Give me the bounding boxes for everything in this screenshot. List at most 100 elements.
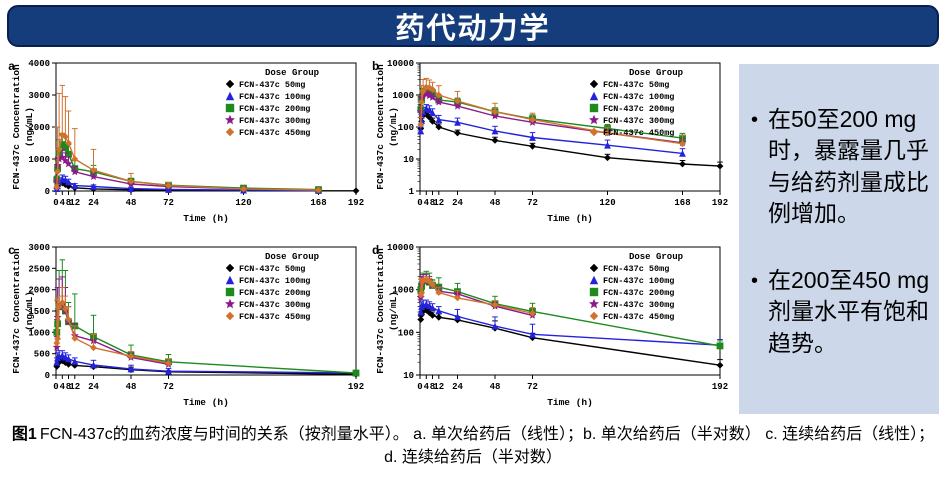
chart-panel-a: 0 1000 2000 3000 4000 0 4 8 12 24 48 72 120 168 192 Dos… (4, 53, 368, 235)
svg-text:48: 48 (126, 382, 137, 392)
svg-text:10000: 10000 (387, 243, 414, 253)
svg-text:120: 120 (599, 198, 615, 208)
summary-sidebar: 在50至200 mg时，暴露量几乎与给药剂量成比例增加。 在200至450 mg… (739, 64, 939, 414)
svg-text:1000: 1000 (392, 91, 414, 101)
figure-caption: 图1 FCN-437c的血药浓度与时间的关系（按剂量水平）。 a. 单次给药后（线… (0, 423, 946, 469)
svg-text:FCN-437c Concentration: FCN-437c Concentration (11, 248, 22, 374)
svg-text:(ng/mL): (ng/mL) (388, 291, 399, 331)
svg-text:72: 72 (527, 198, 538, 208)
svg-text:Time (h): Time (h) (183, 397, 229, 408)
svg-text:100: 100 (398, 328, 414, 338)
svg-text:48: 48 (490, 198, 501, 208)
svg-text:10000: 10000 (387, 59, 414, 69)
svg-text:4: 4 (60, 382, 66, 392)
svg-text:1: 1 (409, 187, 415, 197)
svg-text:FCN-437c 100mg: FCN-437c 100mg (239, 276, 310, 286)
svg-text:0: 0 (53, 382, 58, 392)
svg-text:1000: 1000 (28, 328, 50, 338)
svg-text:2500: 2500 (28, 264, 50, 274)
svg-text:8: 8 (66, 198, 71, 208)
bullet-text-2: 在200至450 mg剂量水平有饱和趋势。 (768, 267, 930, 356)
svg-text:10: 10 (403, 155, 414, 165)
svg-text:Dose Group: Dose Group (265, 252, 319, 262)
svg-text:1000: 1000 (28, 155, 50, 165)
svg-text:8: 8 (430, 198, 435, 208)
svg-text:FCN-437c 100mg: FCN-437c 100mg (239, 92, 310, 102)
svg-text:Dose Group: Dose Group (629, 252, 683, 262)
svg-text:FCN-437c 50mg: FCN-437c 50mg (239, 80, 305, 90)
svg-text:Time (h): Time (h) (547, 397, 593, 408)
svg-text:FCN-437c 200mg: FCN-437c 200mg (239, 104, 310, 114)
svg-text:192: 192 (712, 198, 728, 208)
svg-text:4: 4 (424, 382, 430, 392)
svg-text:500: 500 (34, 350, 50, 360)
svg-text:FCN-437c 50mg: FCN-437c 50mg (603, 264, 669, 274)
page-title: 药代动力学 (395, 13, 551, 45)
svg-text:FCN-437c 200mg: FCN-437c 200mg (603, 288, 674, 298)
svg-text:48: 48 (126, 198, 137, 208)
svg-text:FCN-437c 50mg: FCN-437c 50mg (603, 80, 669, 90)
svg-text:Dose Group: Dose Group (265, 68, 319, 78)
bullet-item-1: 在50至200 mg时，暴露量几乎与给药剂量成比例增加。 (749, 104, 931, 229)
svg-text:FCN-437c 450mg: FCN-437c 450mg (603, 128, 674, 138)
svg-text:FCN-437c 200mg: FCN-437c 200mg (603, 104, 674, 114)
svg-text:72: 72 (163, 382, 174, 392)
svg-text:1500: 1500 (28, 307, 50, 317)
svg-text:10: 10 (403, 371, 414, 381)
svg-text:Time (h): Time (h) (183, 213, 229, 224)
svg-text:12: 12 (433, 382, 444, 392)
svg-text:168: 168 (674, 198, 690, 208)
svg-text:FCN-437c 200mg: FCN-437c 200mg (239, 288, 310, 298)
svg-text:FCN-437c 50mg: FCN-437c 50mg (239, 264, 305, 274)
svg-text:(ng/mL): (ng/mL) (388, 107, 399, 147)
svg-text:24: 24 (452, 382, 463, 392)
svg-text:FCN-437c Concentration: FCN-437c Concentration (375, 64, 386, 190)
svg-text:FCN-437c 450mg: FCN-437c 450mg (239, 128, 310, 138)
svg-text:8: 8 (430, 382, 435, 392)
svg-text:48: 48 (490, 382, 501, 392)
svg-text:120: 120 (235, 198, 251, 208)
bullet-text-1: 在50至200 mg时，暴露量几乎与给药剂量成比例增加。 (768, 106, 930, 226)
svg-text:2000: 2000 (28, 123, 50, 133)
svg-text:FCN-437c 300mg: FCN-437c 300mg (239, 300, 310, 310)
svg-text:24: 24 (452, 198, 463, 208)
svg-text:c: c (8, 244, 15, 258)
svg-text:FCN-437c 100mg: FCN-437c 100mg (603, 92, 674, 102)
svg-text:(ng/mL): (ng/mL) (24, 107, 35, 147)
svg-text:100: 100 (398, 123, 414, 133)
svg-text:0: 0 (45, 371, 50, 381)
caption-text: FCN-437c的血药浓度与时间的关系（按剂量水平）。 a. 单次给药后（线性）… (39, 426, 935, 467)
svg-text:3000: 3000 (28, 91, 50, 101)
chart-panel-d: 10 100 1000 10000 0 4 8 12 24 48 72 192 Dose Group FC… (368, 237, 732, 419)
svg-text:b: b (372, 60, 379, 74)
svg-text:1000: 1000 (392, 286, 414, 296)
svg-text:72: 72 (527, 382, 538, 392)
svg-text:FCN-437c Concentration: FCN-437c Concentration (11, 64, 22, 190)
title-banner: 药代动力学 (7, 5, 939, 47)
svg-text:12: 12 (69, 198, 80, 208)
svg-text:FCN-437c 300mg: FCN-437c 300mg (239, 116, 310, 126)
svg-text:FCN-437c 100mg: FCN-437c 100mg (603, 276, 674, 286)
chart-panel-b: 1 10 100 1000 10000 0 4 8 12 24 48 72 120 168 192 Dose … (368, 53, 732, 235)
svg-text:12: 12 (433, 198, 444, 208)
svg-text:a: a (8, 60, 15, 74)
svg-text:FCN-437c Concentration: FCN-437c Concentration (375, 248, 386, 374)
svg-text:0: 0 (53, 198, 58, 208)
svg-text:Dose Group: Dose Group (629, 68, 683, 78)
svg-text:12: 12 (69, 382, 80, 392)
svg-text:(ng/mL): (ng/mL) (24, 291, 35, 331)
svg-text:FCN-437c 450mg: FCN-437c 450mg (239, 312, 310, 322)
svg-text:2000: 2000 (28, 286, 50, 296)
svg-text:192: 192 (348, 198, 364, 208)
svg-text:FCN-437c 300mg: FCN-437c 300mg (603, 300, 674, 310)
caption-label: 图1 (11, 426, 37, 443)
svg-text:3000: 3000 (28, 243, 50, 253)
svg-text:d: d (372, 244, 379, 258)
svg-text:192: 192 (348, 382, 364, 392)
svg-text:0: 0 (417, 198, 422, 208)
chart-panel-c: 0 500 1000 1500 2000 2500 3000 0 4 8 12 24 48 72 192 Do… (4, 237, 368, 419)
svg-text:8: 8 (66, 382, 71, 392)
